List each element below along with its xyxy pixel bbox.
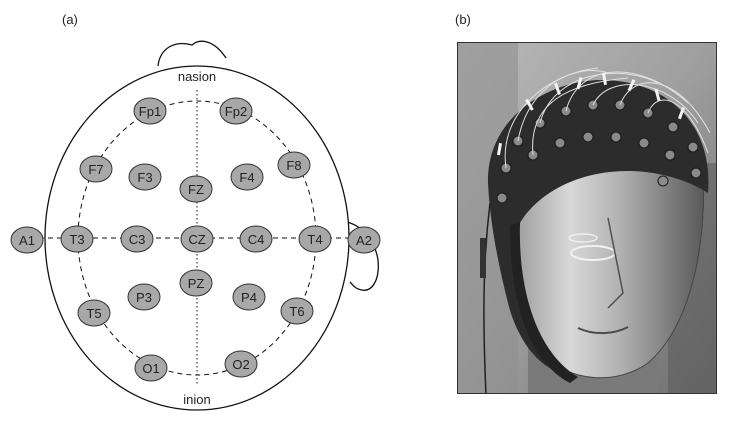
electrode-f3: F3 (128, 163, 162, 191)
electrode-f7: F7 (79, 155, 113, 183)
electrode-cz-label: CZ (188, 232, 205, 247)
electrode-t6: T6 (280, 297, 314, 325)
electrode-o1: O1 (134, 354, 168, 382)
electrode-c4: C4 (239, 225, 273, 253)
electrode-c3: C3 (120, 225, 154, 253)
electrode-a2: A2 (347, 226, 381, 254)
electrode-f8-label: F8 (286, 158, 301, 173)
eeg-cap-photo-drawing (458, 43, 716, 393)
electrode-f4-label: F4 (239, 170, 254, 185)
nasion-label: nasion (178, 69, 216, 84)
electrode-p3: P3 (127, 283, 161, 311)
panel-a-label: (a) (62, 12, 78, 27)
electrode-t6-label: T6 (289, 304, 304, 319)
electrode-p4: P4 (232, 283, 266, 311)
electrode-a1-label: A1 (19, 233, 35, 248)
electrode-o2-label: O2 (232, 357, 249, 372)
electrode-p4-label: P4 (241, 290, 257, 305)
electrode-c3-label: C3 (129, 232, 146, 247)
electrode-t3: T3 (60, 225, 94, 253)
electrode-f3-label: F3 (137, 170, 152, 185)
inion-label: inion (183, 392, 210, 407)
electrode-c4-label: C4 (248, 232, 265, 247)
electrode-f8: F8 (277, 151, 311, 179)
electrode-fp1: Fp1 (133, 97, 167, 125)
electrode-fz-label: FZ (188, 182, 204, 197)
electrode-fz: FZ (179, 175, 213, 203)
electrode-p3-label: P3 (136, 290, 152, 305)
electrode-fp2: Fp2 (219, 97, 253, 125)
electrode-t4: T4 (298, 225, 332, 253)
electrode-f7-label: F7 (88, 162, 103, 177)
electrode-o1-label: O1 (142, 361, 159, 376)
electrode-pz-label: PZ (188, 276, 205, 291)
electrode-a2-label: A2 (356, 233, 372, 248)
electrode-a1: A1 (10, 226, 44, 254)
electrode-cz: CZ (180, 225, 214, 253)
electrode-o2: O2 (224, 350, 258, 378)
electrode-t5: T5 (77, 299, 111, 327)
panel-b-label: (b) (455, 12, 471, 27)
electrode-t4-label: T4 (307, 232, 322, 247)
eeg-cap-photo (457, 42, 717, 394)
electrode-f4: F4 (230, 163, 264, 191)
nose-outline (157, 40, 227, 67)
electrode-t3-label: T3 (69, 232, 84, 247)
electrode-fp1-label: Fp1 (139, 104, 161, 119)
electrode-fp2-label: Fp2 (225, 104, 247, 119)
electrode-pz: PZ (179, 269, 213, 297)
electrode-t5-label: T5 (86, 306, 101, 321)
